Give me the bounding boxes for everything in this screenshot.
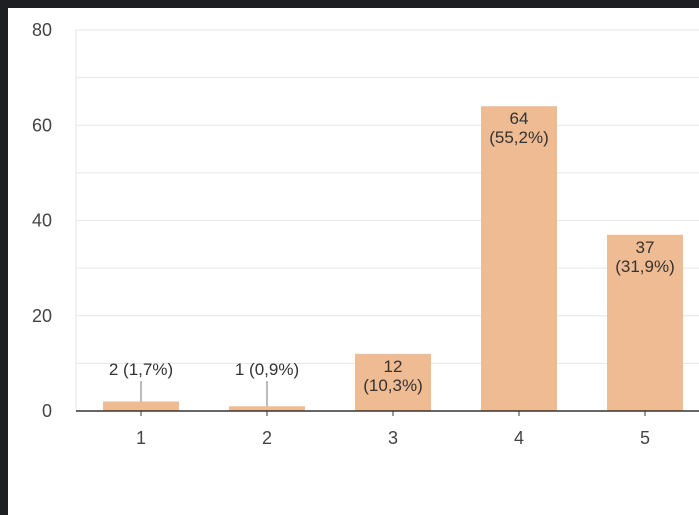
chart-panel xyxy=(8,8,699,515)
y-tick-label: 60 xyxy=(32,115,52,135)
gridlines xyxy=(75,29,699,411)
data-label-value: 64 xyxy=(510,109,529,128)
y-axis-ticks: 0 20 40 60 80 xyxy=(32,20,52,421)
x-tick-label: 1 xyxy=(136,428,146,448)
x-tick-label: 4 xyxy=(514,428,524,448)
y-tick-label: 0 xyxy=(42,401,52,421)
data-label-value: 12 xyxy=(384,357,403,376)
bar-3 xyxy=(355,353,431,411)
bar-5 xyxy=(607,234,683,411)
data-label-value: 1 xyxy=(235,360,244,379)
y-tick-label: 20 xyxy=(32,306,52,326)
bar-1 xyxy=(103,401,179,411)
bar-2 xyxy=(229,406,305,411)
data-label-percent: (31,9%) xyxy=(615,257,675,276)
data-label-value: 37 xyxy=(636,238,655,257)
data-label: 1 (0,9%) xyxy=(235,360,299,379)
data-label-value: 2 xyxy=(109,360,118,379)
window-frame-left xyxy=(0,0,8,515)
bars xyxy=(103,106,683,411)
y-tick-label: 40 xyxy=(32,211,52,231)
bar-4 xyxy=(481,106,557,411)
data-label-percent: (10,3%) xyxy=(363,376,423,395)
data-label: 2 (1,7%) xyxy=(109,360,173,379)
data-label-percent: (0,9%) xyxy=(244,360,299,379)
x-tick-label: 2 xyxy=(262,428,272,448)
x-tick-label: 3 xyxy=(388,428,398,448)
window-frame-top xyxy=(0,0,699,8)
x-tick-label: 5 xyxy=(640,428,650,448)
y-tick-label: 80 xyxy=(32,20,52,40)
data-labels: 2 (1,7%) 1 (0,9%) 12(10,3%)64(55,2%)37(31,… xyxy=(109,109,675,407)
data-label-percent: (1,7%) xyxy=(118,360,173,379)
x-axis-ticks: 1 2 3 4 5 xyxy=(136,411,650,448)
data-label-percent: (55,2%) xyxy=(489,128,549,147)
